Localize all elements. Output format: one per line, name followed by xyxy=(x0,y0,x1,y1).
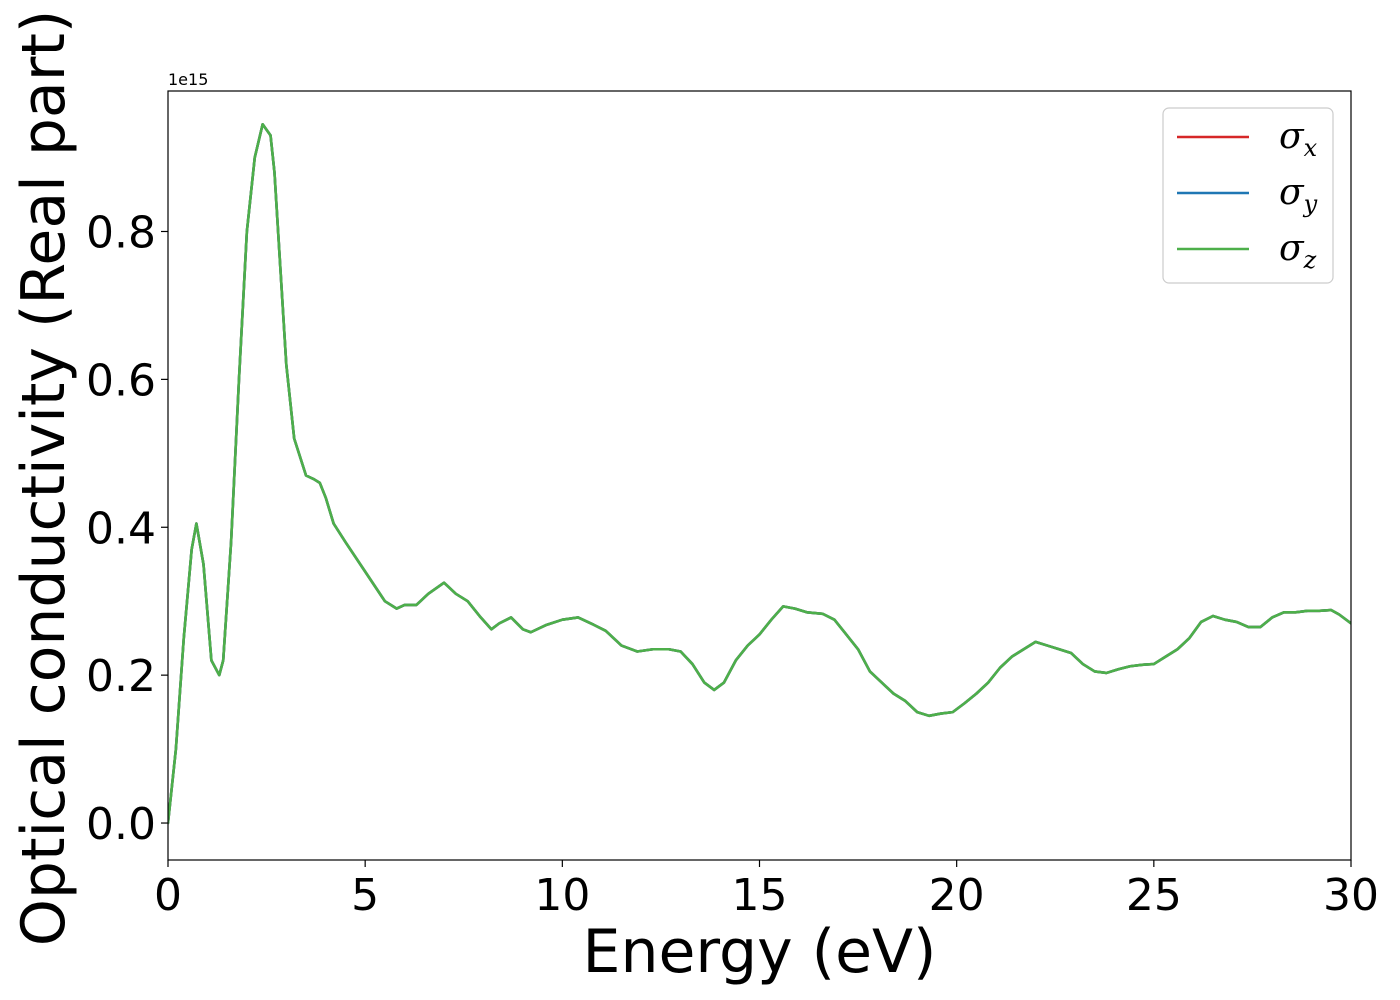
series-layer xyxy=(168,122,1351,825)
x-tick-label: 30 xyxy=(1323,870,1379,921)
series-line-3 xyxy=(168,122,1351,825)
legend-entry-label: σx xyxy=(1279,116,1318,162)
y-axis-ticks: 0.0 0.2 0.4 0.6 0.8 xyxy=(86,207,168,850)
x-tick-label: 0 xyxy=(154,870,182,921)
x-tick-label: 15 xyxy=(732,870,788,921)
x-axis-ticks: 0 5 10 15 20 25 30 xyxy=(154,860,1379,921)
y-tick-label: 0.2 xyxy=(86,651,156,702)
legend-entry-label: σz xyxy=(1279,228,1317,274)
plot-area xyxy=(167,90,1352,861)
y-tick-label: 0.6 xyxy=(86,355,156,406)
x-axis-label: Energy (eV) xyxy=(583,917,937,987)
y-tick-label: 0.0 xyxy=(86,799,156,850)
x-tick-label: 5 xyxy=(351,870,379,921)
y-tick-label: 0.4 xyxy=(86,503,156,554)
x-tick-label: 10 xyxy=(534,870,590,921)
y-tick-label: 0.8 xyxy=(86,207,156,258)
y-axis-label: Optical conductivity (Real part) xyxy=(9,10,79,947)
legend-frame xyxy=(1162,107,1334,284)
y-offset-label: 1e15 xyxy=(168,70,208,89)
legend: σx σy σz xyxy=(1162,107,1334,284)
legend-entry-label: σy xyxy=(1279,172,1318,218)
x-tick-label: 20 xyxy=(929,870,985,921)
x-tick-label: 25 xyxy=(1126,870,1182,921)
